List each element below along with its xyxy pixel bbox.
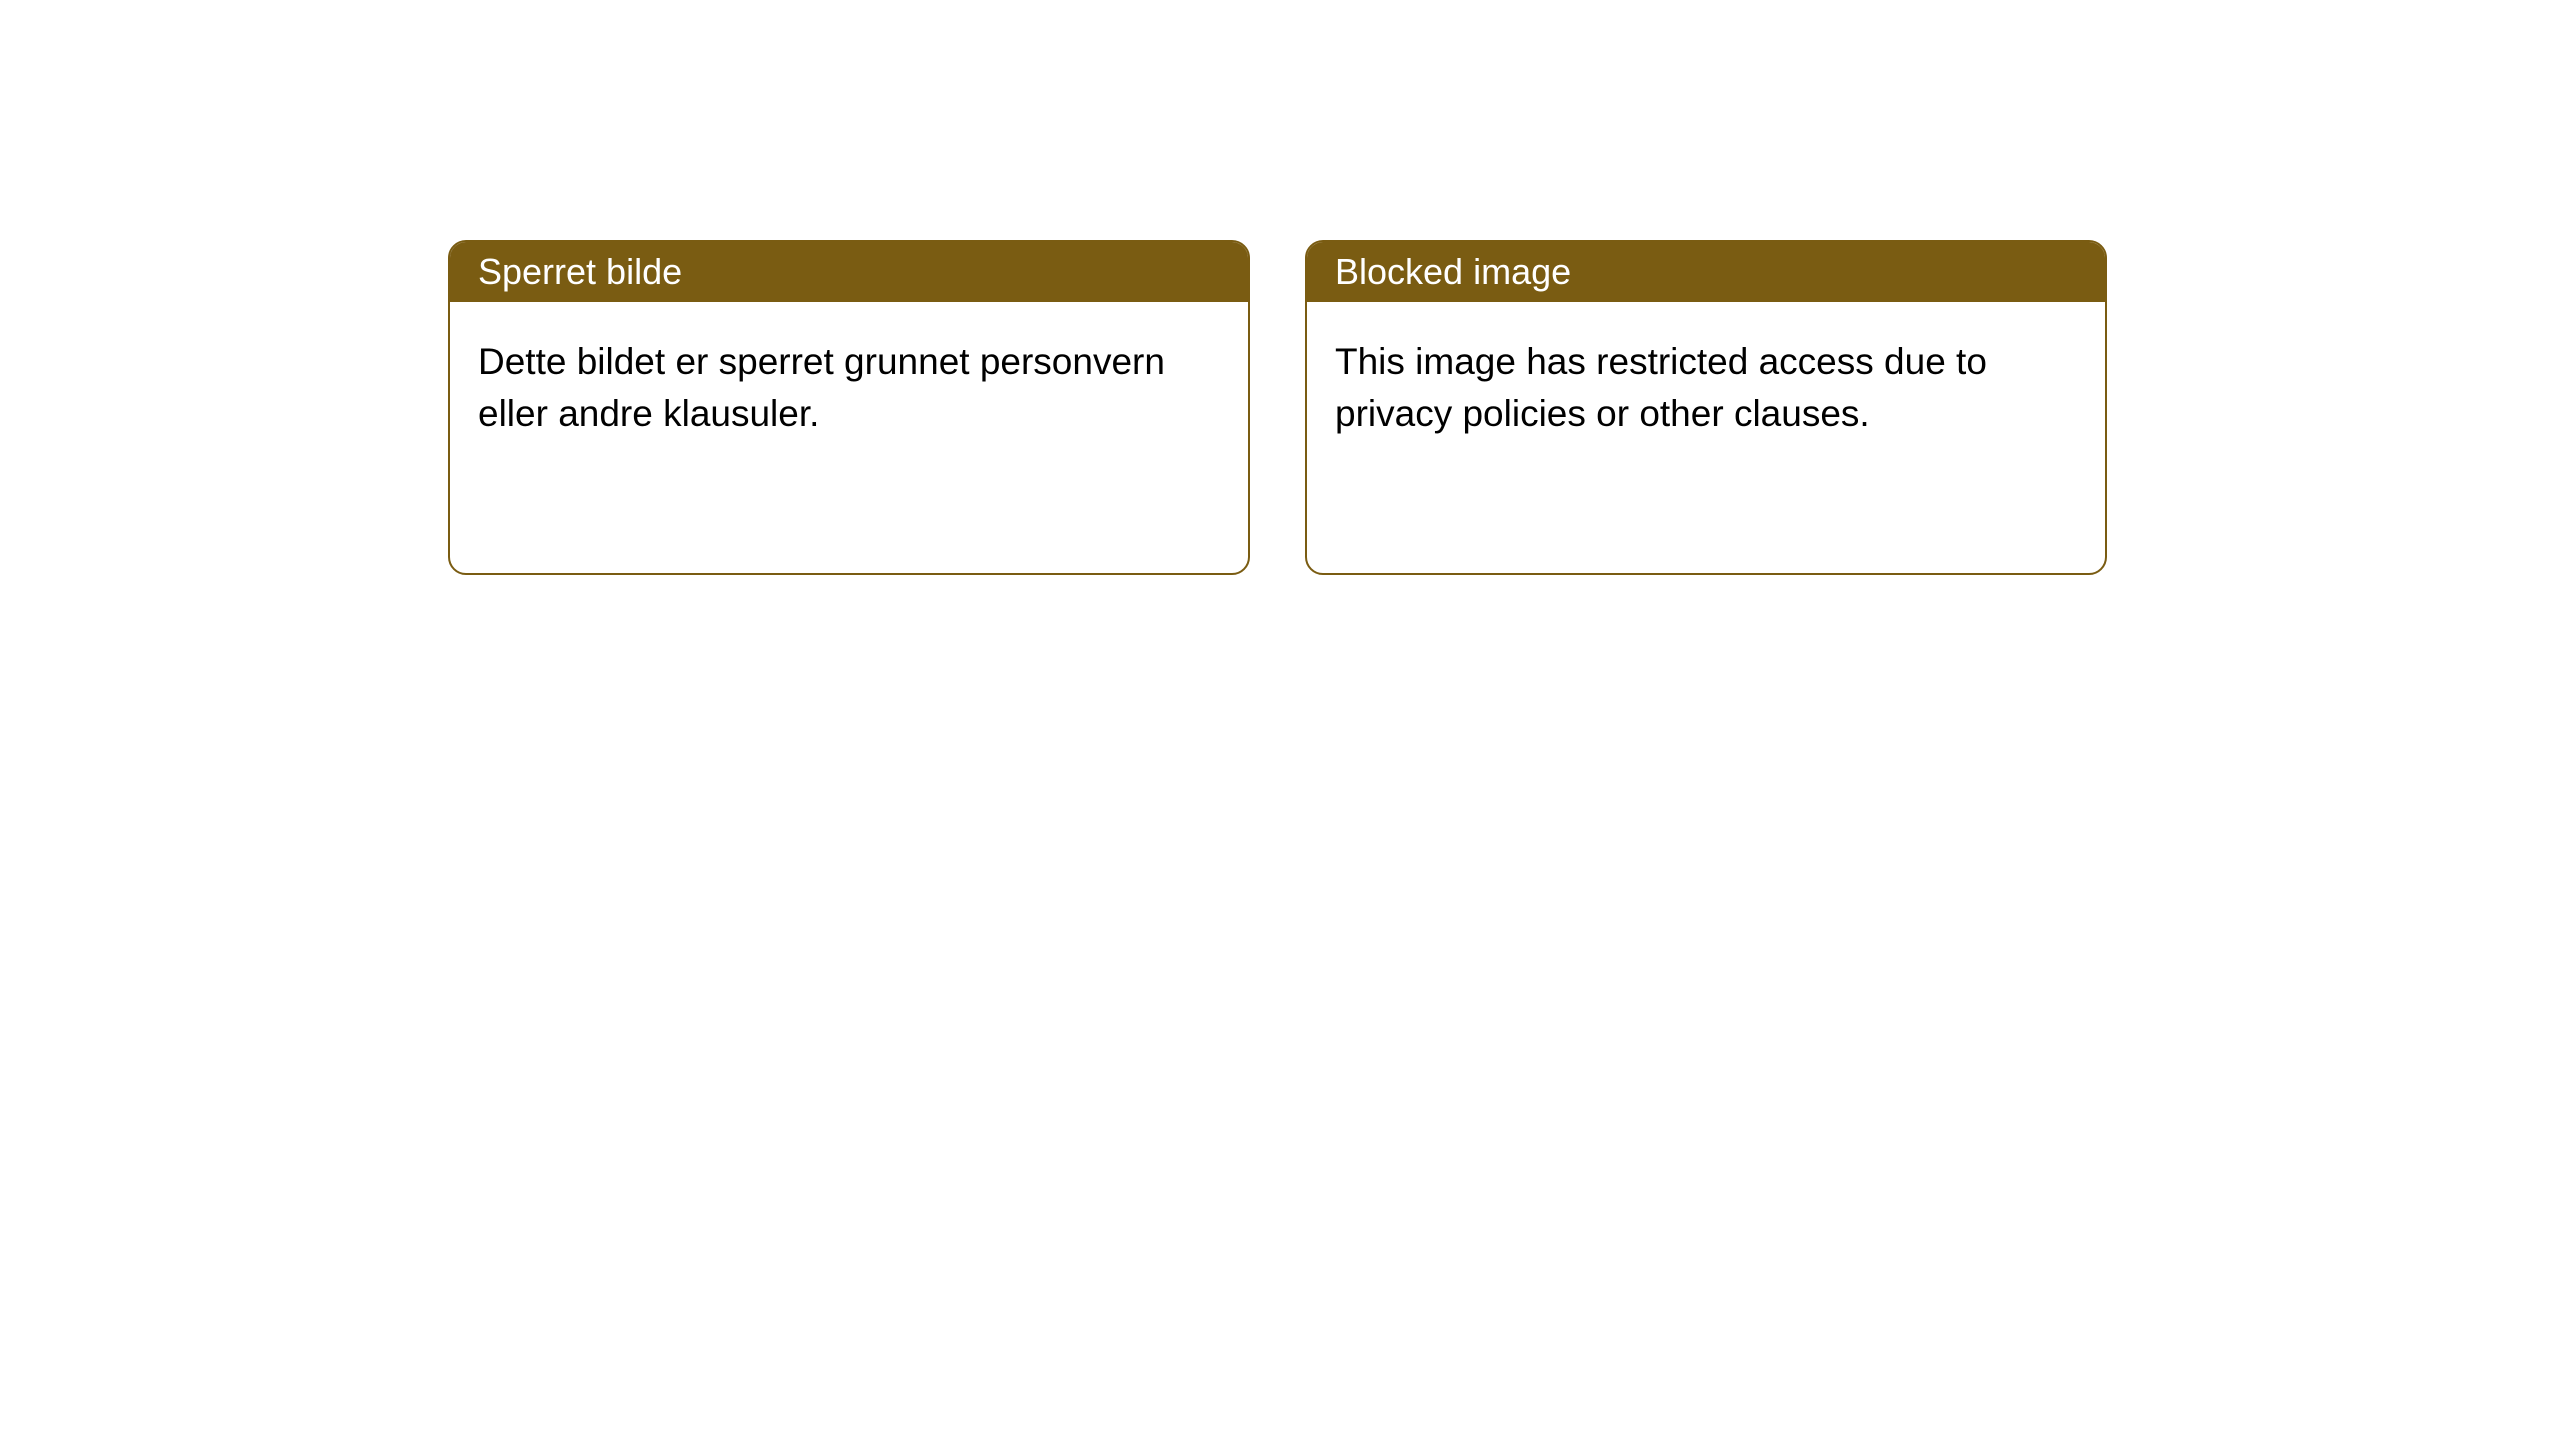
notice-body-text: Dette bildet er sperret grunnet personve… (478, 341, 1165, 434)
notice-body: Dette bildet er sperret grunnet personve… (450, 302, 1248, 474)
notice-card-english: Blocked image This image has restricted … (1305, 240, 2107, 575)
notice-title: Sperret bilde (478, 251, 682, 293)
notice-card-norwegian: Sperret bilde Dette bildet er sperret gr… (448, 240, 1250, 575)
notice-container: Sperret bilde Dette bildet er sperret gr… (0, 0, 2560, 575)
notice-body-text: This image has restricted access due to … (1335, 341, 1987, 434)
notice-header: Sperret bilde (450, 242, 1248, 302)
notice-header: Blocked image (1307, 242, 2105, 302)
notice-body: This image has restricted access due to … (1307, 302, 2105, 474)
notice-title: Blocked image (1335, 251, 1571, 293)
